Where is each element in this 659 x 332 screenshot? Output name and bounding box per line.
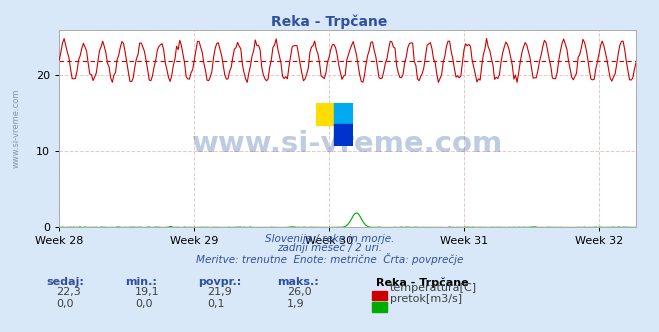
Text: Meritve: trenutne  Enote: metrične  Črta: povprečje: Meritve: trenutne Enote: metrične Črta: … (196, 253, 463, 265)
Bar (372, 290, 387, 300)
Bar (335, 124, 353, 146)
Bar (372, 302, 387, 312)
Text: Slovenija / reke in morje.: Slovenija / reke in morje. (265, 234, 394, 244)
Text: 0,0: 0,0 (56, 299, 74, 309)
Text: 0,0: 0,0 (135, 299, 153, 309)
Text: 1,9: 1,9 (287, 299, 304, 309)
Text: sedaj:: sedaj: (46, 277, 84, 287)
Text: zadnji mesec / 2 uri.: zadnji mesec / 2 uri. (277, 243, 382, 253)
Text: www.si-vreme.com: www.si-vreme.com (192, 130, 503, 158)
Text: min.:: min.: (125, 277, 157, 287)
Text: pretok[m3/s]: pretok[m3/s] (390, 294, 462, 304)
Text: www.si-vreme.com: www.si-vreme.com (12, 89, 20, 168)
Text: 26,0: 26,0 (287, 287, 311, 297)
Bar (316, 103, 335, 124)
Text: Reka - Trpčane: Reka - Trpčane (272, 15, 387, 30)
Text: Reka - Trpčane: Reka - Trpčane (376, 277, 469, 288)
Text: temperatura[C]: temperatura[C] (390, 283, 477, 293)
Text: maks.:: maks.: (277, 277, 318, 287)
Text: 19,1: 19,1 (135, 287, 159, 297)
Text: 0,1: 0,1 (208, 299, 225, 309)
Text: 22,3: 22,3 (56, 287, 81, 297)
Text: povpr.:: povpr.: (198, 277, 241, 287)
Text: 21,9: 21,9 (208, 287, 233, 297)
Bar (335, 103, 353, 124)
